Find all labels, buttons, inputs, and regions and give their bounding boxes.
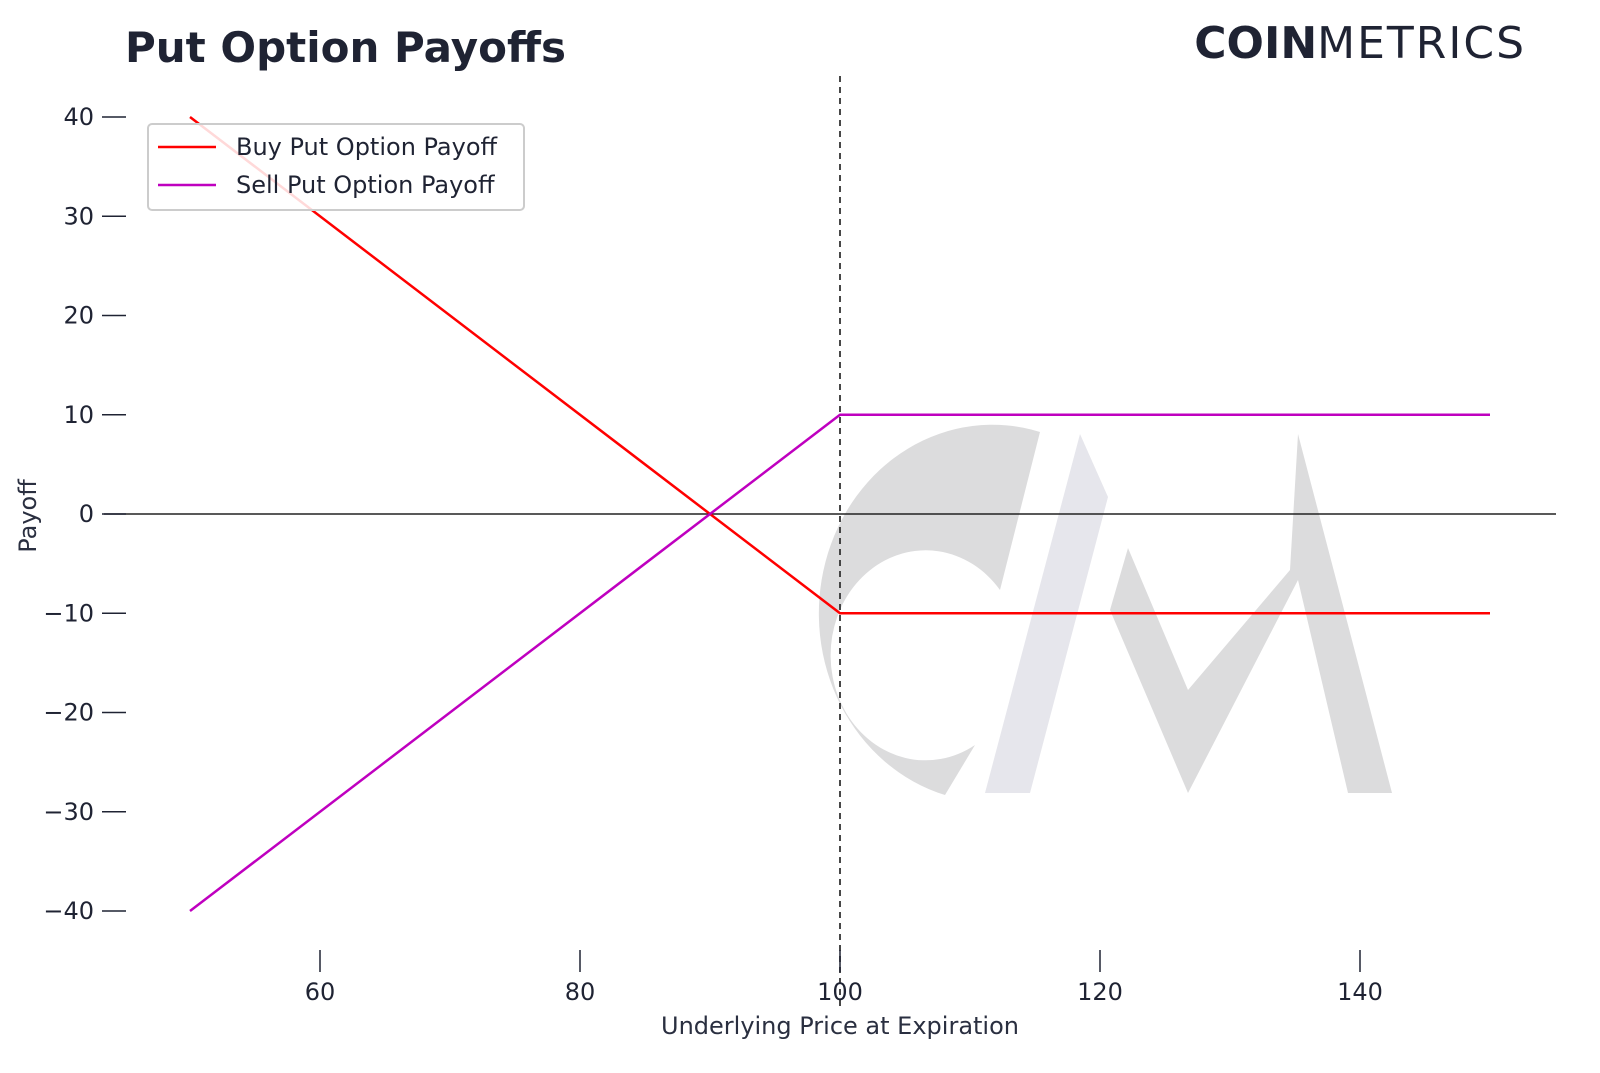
x-tick-label: 140 [1337,978,1383,1006]
y-tick-label: 30 [63,202,94,230]
cm-watermark-logo [818,424,1392,795]
y-tick-label: −40 [43,897,94,925]
x-tick-label: 100 [817,978,863,1006]
x-tick-label: 80 [565,978,596,1006]
series-line-buy-put [189,116,1490,615]
brand-logo-bold: COIN [1194,18,1317,69]
y-tick-label: −20 [43,699,94,727]
y-tick-label: 10 [63,401,94,429]
chart-title: Put Option Payoffs [125,23,566,72]
y-axis-label: Payoff [14,479,42,553]
x-axis: 60 80 100 120 140 [305,950,1383,1006]
y-tick-label: 20 [63,302,94,330]
legend-label-sell-put: Sell Put Option Payoff [236,171,495,199]
x-tick-label: 120 [1077,978,1123,1006]
legend-box [147,123,525,211]
x-axis-label: Underlying Price at Expiration [661,1012,1019,1040]
y-tick-label: −30 [43,798,94,826]
reference-lines [104,76,1556,1010]
brand-logo-light: METRICS [1317,18,1526,69]
y-tick-label: −10 [43,599,94,627]
y-tick-label: 40 [63,103,94,131]
series-line-sell-put [189,413,1490,912]
legend-label-buy-put: Buy Put Option Payoff [236,133,498,161]
series-lines [189,116,1490,912]
brand-logo: COINMETRICS [1194,18,1526,69]
x-tick-label: 60 [305,978,336,1006]
y-tick-label: 0 [79,500,94,528]
y-axis: 40 30 20 10 0 −10 −20 −30 −40 [43,103,126,925]
legend: Buy Put Option Payoff Sell Put Option Pa… [147,123,525,211]
